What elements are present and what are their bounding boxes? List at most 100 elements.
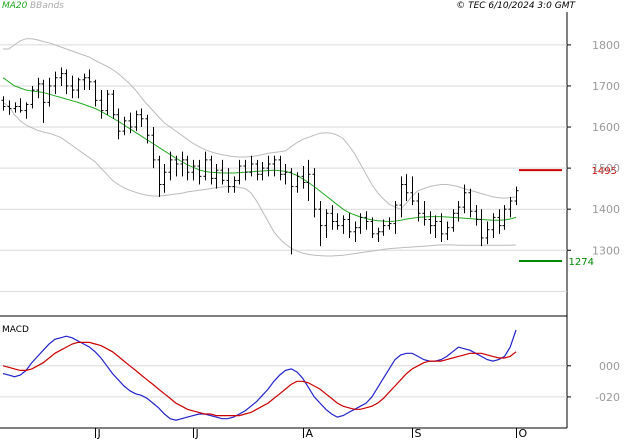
bband-lower-line	[2, 101, 517, 257]
ohlc-bar	[479, 209, 484, 247]
ohlc-bar	[312, 168, 317, 218]
ohlc-bar	[462, 184, 467, 214]
ohlc-bar	[249, 155, 254, 177]
ohlc-bar	[272, 155, 277, 177]
ohlc-bar	[197, 159, 202, 185]
ohlc-bar	[387, 217, 392, 230]
ohlc-bar	[134, 110, 139, 132]
ohlc-bar	[341, 215, 346, 234]
macd-tick-label: 000	[599, 360, 620, 373]
ohlc-bar	[41, 79, 46, 123]
ohlc-bar	[502, 205, 507, 230]
ohlc-bar	[468, 188, 473, 218]
bband-upper-line	[3, 38, 517, 210]
ohlc-bar	[393, 200, 398, 234]
ohlc-bar	[278, 155, 283, 181]
ohlc-bar	[243, 159, 248, 181]
ohlc-bar	[36, 77, 41, 99]
ohlc-bar	[64, 69, 69, 95]
ohlc-bar	[232, 176, 237, 193]
ohlc-bar	[180, 151, 185, 177]
ohlc-bar	[116, 108, 121, 140]
macd-title: MACD	[2, 325, 29, 335]
ohlc-bar	[93, 79, 98, 107]
ohlc-bar	[428, 211, 433, 234]
ohlc-bar	[59, 67, 64, 86]
support-label: 1274	[569, 257, 594, 268]
ohlc-bar	[301, 166, 306, 189]
ohlc-bar	[191, 159, 196, 181]
bbands-legend: BBands	[30, 1, 64, 11]
macd-tick-label: -020	[595, 391, 620, 404]
ohlc-bar	[295, 172, 300, 193]
ohlc-bar	[220, 159, 225, 185]
ohlc-bar	[53, 71, 58, 95]
ohlc-bar	[87, 69, 92, 91]
ohlc-bar	[111, 90, 116, 119]
ohlc-bar	[422, 200, 427, 226]
ohlc-bar	[376, 227, 381, 243]
price-bars	[1, 67, 519, 255]
ohlc-bar	[24, 102, 29, 119]
y-axis-ticks: 1800 1700 1600 1500 1400 1300 000 -020	[567, 39, 620, 404]
ohlc-bar	[151, 127, 156, 169]
x-tick-label: J	[195, 427, 199, 440]
price-tick-label: 1300	[592, 244, 620, 257]
ohlc-bar	[347, 213, 352, 238]
ohlc-bar	[226, 168, 231, 193]
ohlc-bar	[139, 108, 144, 128]
ohlc-bar	[185, 155, 190, 181]
ohlc-bar	[18, 98, 23, 113]
price-tick-label: 1700	[592, 80, 620, 93]
ohlc-bar	[381, 219, 386, 236]
ohlc-bar	[13, 102, 18, 113]
bollinger-bands	[2, 38, 517, 257]
ohlc-bar	[7, 100, 12, 115]
ohlc-bar	[157, 155, 162, 197]
macd-lines	[2, 329, 517, 421]
ohlc-bar	[404, 174, 409, 201]
ohlc-bar	[491, 213, 496, 238]
ohlc-bar	[70, 75, 75, 99]
ohlc-bar	[370, 217, 375, 238]
ohlc-bar	[456, 200, 461, 222]
ohlc-bar	[445, 221, 450, 240]
price-levels: 1495 1274	[519, 166, 617, 268]
ohlc-bar	[128, 112, 133, 134]
ohlc-bar	[364, 211, 369, 230]
ohlc-bar	[508, 196, 513, 218]
ohlc-bar	[497, 209, 502, 234]
x-tick-label: J	[97, 427, 101, 440]
ohlc-bar	[353, 221, 358, 243]
ohlc-bar	[289, 168, 294, 255]
x-tick-label: O	[519, 427, 528, 440]
ohlc-bar	[203, 151, 208, 181]
ohlc-bar	[306, 159, 311, 201]
ma20-legend: MA20	[2, 1, 28, 11]
price-tick-label: 1600	[592, 121, 620, 134]
ohlc-bar	[485, 221, 490, 245]
ohlc-bar	[47, 77, 52, 107]
ohlc-bar	[1, 96, 6, 111]
ohlc-bar	[162, 164, 167, 193]
ohlc-bar	[410, 176, 415, 206]
ohlc-bar	[324, 209, 329, 238]
price-tick-label: 1400	[592, 203, 620, 216]
ohlc-bar	[105, 90, 110, 115]
ohlc-bar	[214, 164, 219, 189]
resistance-label: 1495	[592, 166, 617, 177]
ohlc-bar	[416, 192, 421, 222]
ohlc-bar	[145, 114, 150, 144]
ohlc-bar	[433, 215, 438, 238]
ohlc-bar	[260, 161, 265, 181]
ohlc-bar	[122, 116, 127, 136]
ohlc-bar	[318, 200, 323, 247]
ohlc-bar	[30, 85, 35, 109]
ohlc-bar	[266, 155, 271, 177]
ohlc-bar	[209, 155, 214, 185]
ohlc-bar	[255, 159, 260, 181]
price-tick-label: 1800	[592, 39, 620, 52]
price-tick-label: 1500	[592, 162, 620, 175]
